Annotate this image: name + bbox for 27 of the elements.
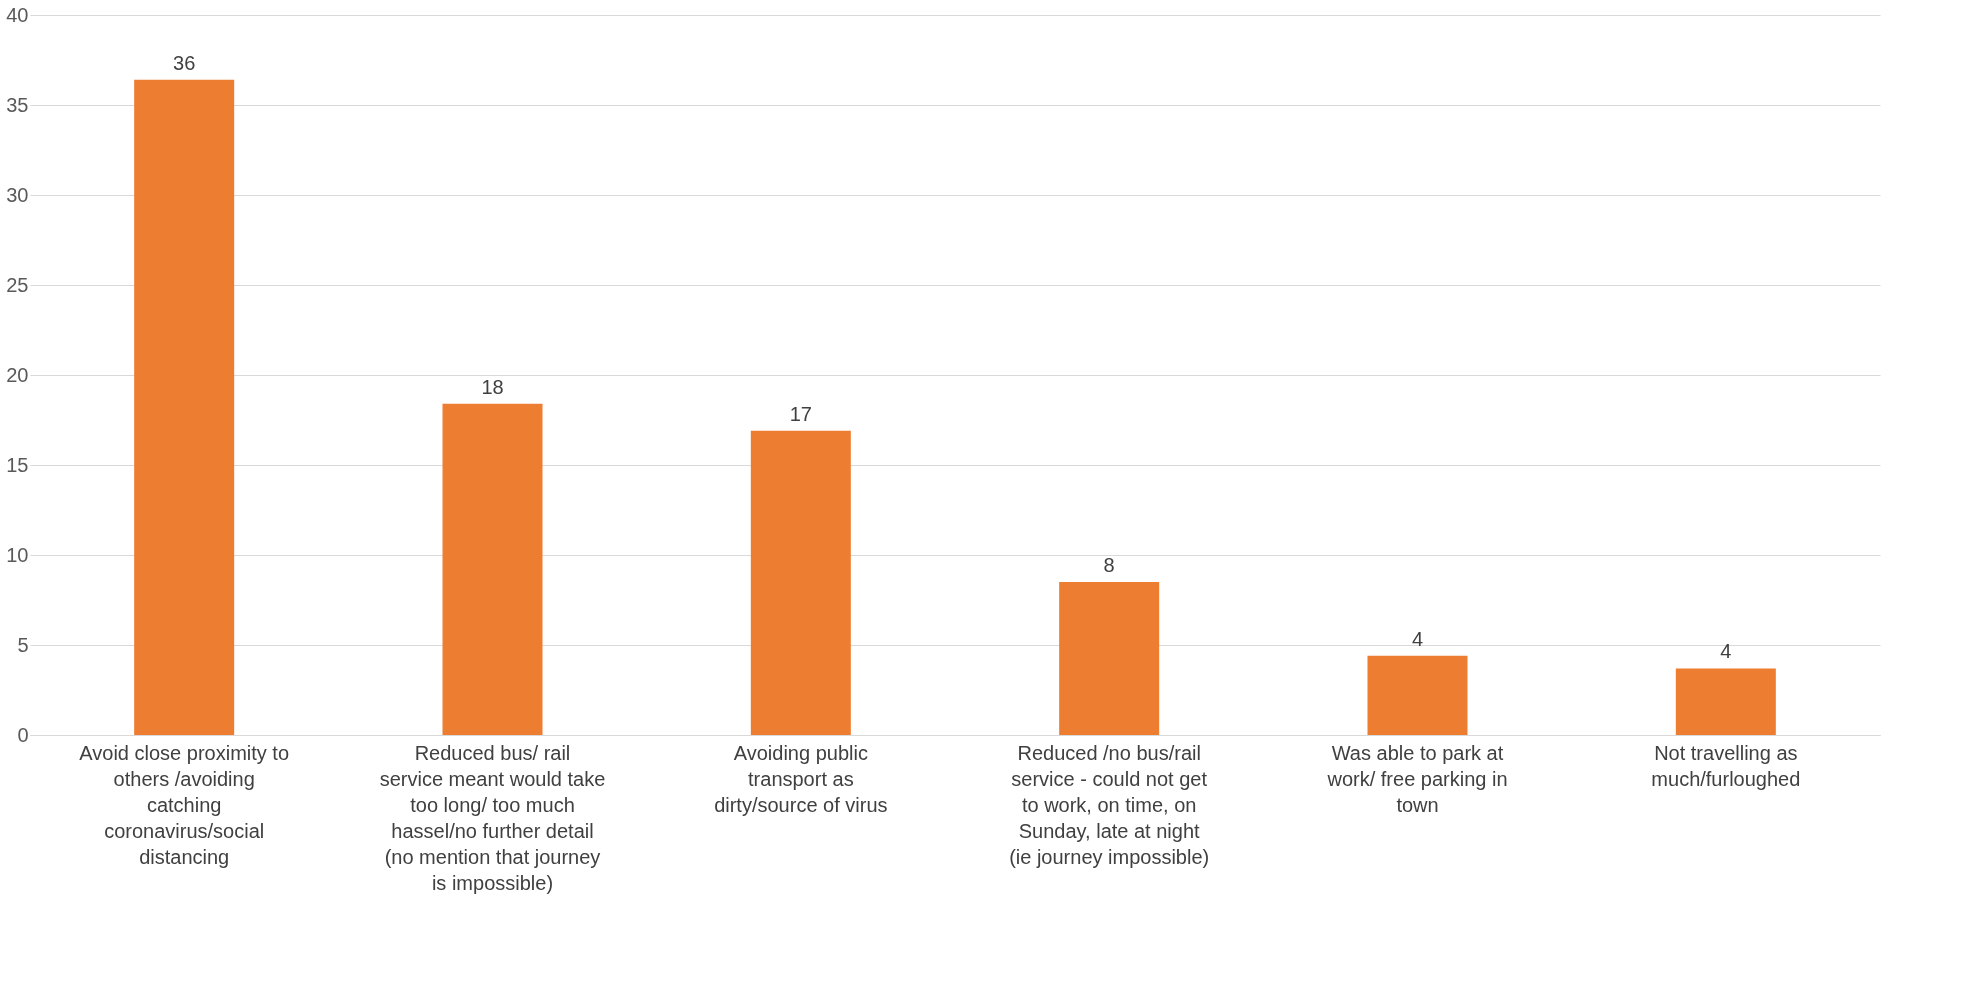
y-tick-label: 30 [6, 183, 29, 206]
bar [1675, 668, 1776, 735]
bar [442, 403, 543, 735]
bar [1059, 582, 1160, 735]
y-tick-label: 10 [6, 543, 29, 566]
data-label: 4 [1720, 640, 1732, 663]
data-label: 17 [789, 402, 812, 425]
y-tick-label: 40 [6, 3, 29, 26]
x-tick-label: Avoiding public transport as dirty/source of virus [714, 741, 888, 816]
data-label: 36 [173, 51, 196, 74]
y-tick-label: 5 [17, 633, 29, 656]
bar [134, 79, 235, 735]
x-tick-label: Reduced /no bus/rail service - could not get to work, on time, on Sunday, late at night (ie journey impossible) [1009, 741, 1210, 868]
x-tick-label: Was able to park at work/ free parking in town [1326, 741, 1508, 816]
x-tick-label: Avoid close proximity to others /avoiding catching coronavirus/social distancing [79, 741, 290, 868]
data-label: 4 [1411, 627, 1424, 650]
bar [1367, 655, 1468, 735]
y-tick-label: 35 [6, 93, 29, 116]
data-label: 8 [1103, 554, 1115, 576]
y-tick-label: 15 [6, 453, 29, 476]
bar [750, 430, 851, 735]
y-tick-label: 0 [17, 723, 29, 746]
x-tick-label: Not travelling as much/furloughed [1651, 741, 1801, 790]
y-tick-label: 25 [6, 273, 29, 296]
x-tick-label: Reduced bus/ rail service meant would take too long/ too much hassel/no further detail (no mention that journey is impossible) [379, 741, 606, 894]
y-tick-label: 20 [6, 363, 29, 386]
data-label: 18 [481, 375, 504, 398]
